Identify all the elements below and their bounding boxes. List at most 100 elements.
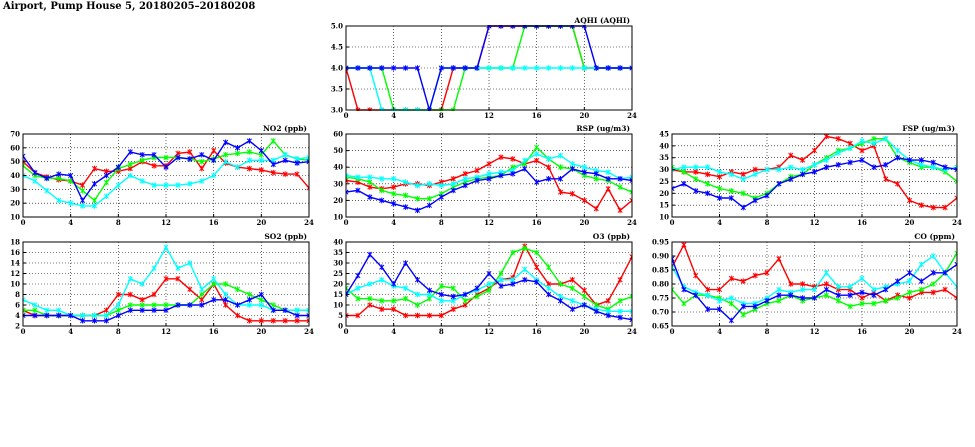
data-point: [788, 152, 794, 159]
data-point: [355, 187, 361, 194]
data-point: [258, 302, 264, 308]
data-point: [906, 289, 913, 296]
data-point: [716, 286, 723, 293]
data-point: [581, 197, 587, 204]
data-point: [115, 312, 121, 319]
y-tick-label: 15: [659, 201, 669, 210]
data-point: [391, 190, 397, 197]
data-point: [605, 298, 611, 304]
data-point: [954, 195, 957, 201]
x-tick-label: 24: [952, 218, 962, 227]
data-point: [930, 289, 936, 296]
data-point: [871, 140, 877, 147]
y-tick-label: 40: [10, 171, 20, 180]
data-point: [32, 169, 38, 176]
data-point: [294, 312, 300, 319]
data-point: [426, 202, 432, 209]
data-point: [593, 176, 599, 182]
data-point: [346, 291, 349, 298]
x-tick-label: 20: [579, 111, 589, 120]
data-point: [346, 65, 349, 71]
x-tick-label: 24: [952, 327, 962, 336]
data-point: [355, 312, 361, 319]
data-point: [474, 293, 480, 300]
data-point: [629, 293, 632, 300]
data-point: [557, 176, 564, 182]
panel-title: NO2 (ppb): [263, 124, 307, 133]
data-point: [672, 286, 675, 293]
data-point: [895, 278, 901, 284]
data-point: [346, 189, 349, 195]
data-point: [681, 164, 687, 170]
data-point: [199, 286, 205, 293]
data-point: [103, 179, 109, 186]
data-point: [403, 295, 409, 302]
data-point: [740, 176, 746, 182]
data-point: [139, 307, 145, 314]
data-point: [438, 65, 444, 71]
data-point: [811, 295, 818, 301]
data-point: [681, 242, 687, 248]
data-point: [103, 307, 109, 314]
chart-aqhi: 0 4 8 12 16 20 24 3.0 3.5 4.0 4.5 5.0 AQHI (AQHI): [331, 16, 637, 120]
data-point: [895, 154, 901, 161]
data-point: [391, 298, 397, 304]
data-point: [906, 270, 913, 276]
data-point: [581, 302, 587, 308]
data-point: [68, 200, 74, 206]
x-tick-label: 16: [857, 218, 867, 227]
data-point: [581, 287, 587, 294]
data-point: [498, 270, 504, 277]
data-point: [223, 291, 229, 298]
data-point: [918, 202, 924, 208]
series-group: [23, 138, 309, 209]
data-point: [23, 158, 26, 165]
data-point: [672, 185, 675, 192]
x-tick-label: 8: [439, 218, 444, 227]
data-point: [115, 302, 121, 308]
chart-rsp: 0 4 8 12 16 20 24 10 20 30 40 50 60 RSP (ug/m3): [333, 124, 637, 227]
data-point: [681, 181, 687, 187]
data-point: [306, 154, 309, 161]
y-tick-label: 4: [15, 311, 20, 320]
x-tick-label: 0: [344, 327, 349, 336]
data-point: [426, 287, 432, 294]
data-point: [450, 181, 456, 187]
data-point: [776, 181, 782, 187]
data-point: [835, 150, 841, 156]
data-point: [617, 176, 623, 182]
data-point: [234, 164, 241, 170]
data-point: [199, 165, 205, 172]
data-point: [414, 182, 421, 189]
data-point: [716, 306, 723, 312]
y-tick-label: 0: [338, 322, 343, 331]
data-point: [127, 172, 133, 179]
data-point: [270, 317, 276, 324]
data-point: [306, 312, 309, 319]
x-tick-label: 0: [670, 327, 675, 336]
data-point: [895, 295, 901, 301]
y-tick-label: 10: [333, 301, 343, 310]
y-tick-label: 45: [659, 130, 669, 139]
data-point: [954, 250, 957, 256]
x-tick-label: 12: [810, 327, 820, 336]
data-point: [672, 264, 675, 270]
data-point: [823, 286, 829, 293]
y-tick-label: 30: [333, 179, 343, 188]
data-point: [859, 289, 865, 296]
data-point: [355, 285, 361, 291]
x-tick-label: 16: [532, 327, 542, 336]
panel-title: FSP (ug/m3): [902, 124, 955, 133]
data-point: [498, 277, 504, 283]
data-point: [546, 264, 552, 270]
data-point: [546, 164, 552, 170]
data-point: [211, 147, 217, 154]
data-point: [282, 307, 288, 314]
data-point: [557, 152, 564, 159]
x-tick-label: 4: [68, 327, 73, 336]
data-point: [740, 303, 746, 310]
data-point: [930, 204, 936, 211]
data-point: [234, 150, 241, 157]
data-point: [728, 317, 734, 324]
data-point: [403, 179, 409, 185]
